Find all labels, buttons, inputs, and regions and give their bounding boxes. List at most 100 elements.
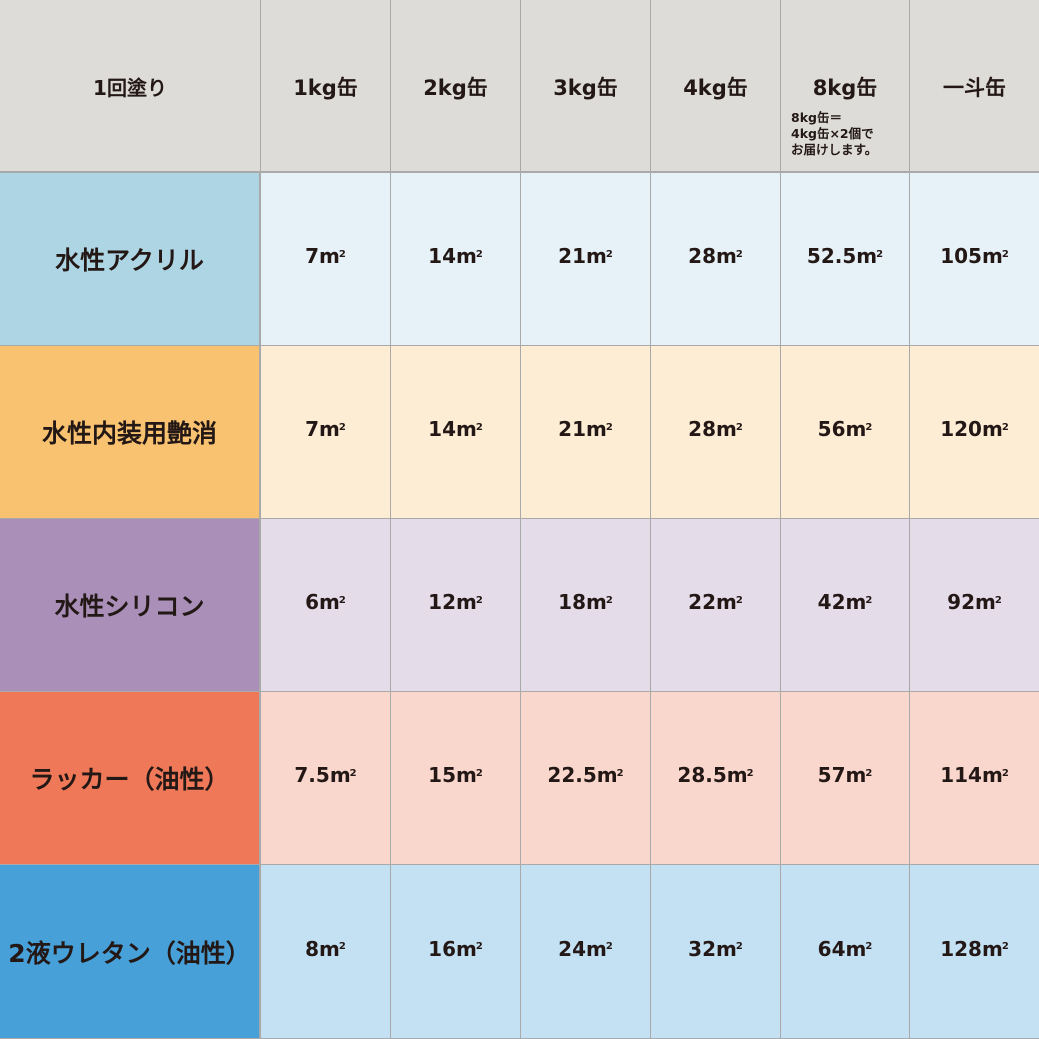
coverage-cell: 22 m 2 [651, 519, 781, 692]
unit-squared: 2 [876, 248, 884, 260]
coverage-value: 21 [558, 417, 587, 441]
unit-squared: 2 [1001, 421, 1009, 433]
unit-squared: 2 [1001, 767, 1009, 779]
coverage-value: 28 [688, 244, 717, 268]
unit-m: m [716, 936, 737, 961]
unit-squared: 2 [475, 941, 483, 952]
coverage-value: 14 [428, 417, 457, 441]
coverage-cell: 56 m 2 [781, 346, 910, 519]
header-itto: 一斗缶 [910, 0, 1039, 173]
unit-squared: 2 [735, 421, 743, 433]
unit-squared: 2 [338, 248, 346, 260]
unit-m: m [319, 417, 340, 441]
coverage-value: 42 [817, 590, 846, 614]
row-label: 水性内装用艶消 [0, 346, 261, 519]
coverage-cell: 21 m 2 [521, 346, 651, 519]
unit-squared: 2 [994, 594, 1002, 606]
coverage-value: 14 [428, 244, 457, 268]
unit-m: m [856, 244, 878, 268]
unit-m: m [845, 417, 867, 441]
unit-m: m [981, 244, 1003, 268]
coverage-cell: 57 m 2 [781, 692, 910, 865]
row-label: 水性シリコン [0, 519, 261, 692]
unit-squared: 2 [475, 767, 483, 779]
header-8kg: 8kg缶 8kg缶＝ 4kg缶×2個で お届けします。 [781, 0, 910, 173]
unit-m: m [319, 936, 340, 961]
unit-m: m [845, 590, 867, 614]
coverage-value: 92 [947, 590, 976, 614]
coverage-cell: 64 m 2 [781, 865, 910, 1039]
coverage-cell: 128 m 2 [910, 865, 1039, 1039]
coverage-cell: 24 m 2 [521, 865, 651, 1039]
unit-squared: 2 [735, 941, 743, 952]
unit-squared: 2 [746, 767, 754, 779]
coverage-value: 21 [558, 244, 587, 268]
coverage-cell: 15 m 2 [391, 692, 521, 865]
unit-m: m [716, 417, 737, 441]
coverage-value: 32 [688, 936, 717, 961]
unit-m: m [981, 763, 1003, 787]
unit-squared: 2 [475, 594, 483, 606]
header-2kg: 2kg缶 [391, 0, 521, 173]
coverage-value: 22 [688, 590, 717, 614]
coverage-cell: 7.5 m 2 [261, 692, 391, 865]
unit-squared: 2 [865, 421, 873, 433]
coverage-cell: 22.5 m 2 [521, 692, 651, 865]
unit-squared: 2 [605, 421, 613, 433]
header-8kg-note: 8kg缶＝ 4kg缶×2個で お届けします。 [791, 110, 878, 157]
unit-m: m [726, 763, 748, 787]
unit-m: m [981, 417, 1003, 441]
coverage-value: 128 [940, 936, 982, 961]
unit-squared: 2 [735, 594, 743, 606]
coverage-cell: 114 m 2 [910, 692, 1039, 865]
header-1kg: 1kg缶 [261, 0, 391, 173]
coverage-value: 12 [428, 590, 457, 614]
header-4kg: 4kg缶 [651, 0, 781, 173]
unit-m: m [845, 936, 867, 961]
unit-squared: 2 [616, 767, 624, 779]
unit-m: m [456, 590, 477, 614]
coverage-value: 114 [940, 763, 982, 787]
coverage-value: 56 [817, 417, 846, 441]
unit-squared: 2 [605, 248, 613, 260]
coverage-value: 64 [817, 936, 846, 961]
unit-m: m [981, 936, 1003, 961]
unit-squared: 2 [605, 594, 613, 606]
header-corner: 1回塗り [0, 0, 261, 173]
coverage-value: 28 [688, 417, 717, 441]
unit-m: m [319, 244, 340, 268]
unit-m: m [456, 936, 477, 961]
unit-m: m [456, 763, 477, 787]
coverage-value: 105 [940, 244, 982, 268]
unit-squared: 2 [1001, 941, 1009, 952]
coverage-value: 52.5 [806, 244, 857, 268]
unit-squared: 2 [475, 248, 483, 260]
coverage-value: 15 [428, 763, 457, 787]
coverage-value: 57 [817, 763, 846, 787]
unit-squared: 2 [865, 941, 873, 952]
coverage-cell: 14 m 2 [391, 173, 521, 346]
unit-m: m [456, 244, 477, 268]
coverage-value: 28.5 [677, 763, 727, 787]
coverage-cell: 92 m 2 [910, 519, 1039, 692]
unit-m: m [596, 763, 618, 787]
coverage-value: 120 [940, 417, 982, 441]
row-label: ラッカー（油性） [0, 692, 261, 865]
coverage-cell: 32 m 2 [651, 865, 781, 1039]
coverage-cell: 42 m 2 [781, 519, 910, 692]
coverage-value: 18 [558, 590, 587, 614]
coverage-cell: 105 m 2 [910, 173, 1039, 346]
coverage-cell: 120 m 2 [910, 346, 1039, 519]
coverage-cell: 12 m 2 [391, 519, 521, 692]
unit-m: m [319, 590, 340, 614]
unit-m: m [329, 763, 351, 787]
coverage-cell: 21 m 2 [521, 173, 651, 346]
coverage-value: 22.5 [547, 763, 597, 787]
unit-m: m [845, 763, 867, 787]
header-8kg-label: 8kg缶 [812, 76, 878, 100]
unit-squared: 2 [338, 594, 346, 606]
unit-m: m [586, 590, 607, 614]
